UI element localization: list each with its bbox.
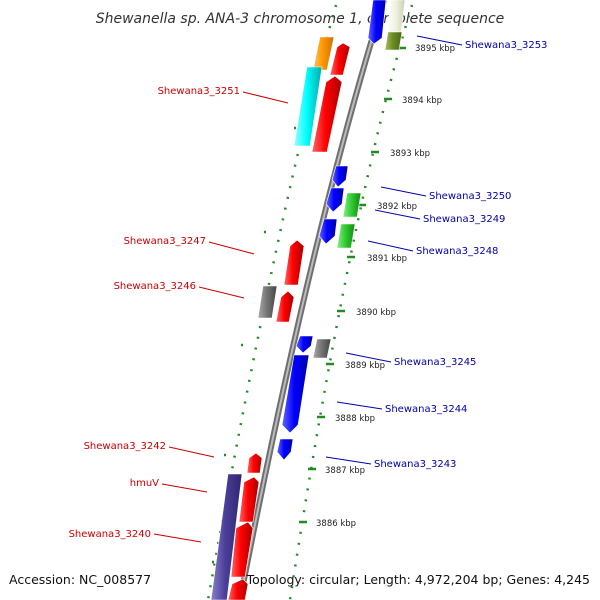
gene-label-shewana3-3246[interactable]: Shewana3_3246 xyxy=(114,281,196,292)
gene-blue-shewana3-3248 xyxy=(318,218,338,245)
tick-label: 3890 kbp xyxy=(356,308,396,318)
gene-orange xyxy=(312,36,335,71)
tick-label: 3892 kbp xyxy=(377,202,417,212)
outer-tick-track xyxy=(206,4,338,600)
gene-grey-shewana3-3245 xyxy=(312,338,332,359)
gene-pale-top xyxy=(386,0,406,33)
gene-red-bottom xyxy=(227,578,249,600)
tick-label: 3895 kbp xyxy=(415,44,455,54)
gene-olive-shewana3-3253 xyxy=(384,31,403,51)
gene-label-shewana3-3247[interactable]: Shewana3_3247 xyxy=(124,236,206,247)
gene-blue-shewana3-3243 xyxy=(276,438,294,461)
tick-label: 3891 kbp xyxy=(367,254,407,264)
tick-label: 3894 kbp xyxy=(402,96,442,106)
gene-blue-shewana3-3245 xyxy=(295,335,314,354)
gene-red-shewana3-3242 xyxy=(246,452,263,474)
reverse-leaders xyxy=(325,35,463,465)
gene-red-shewana3-3247 xyxy=(283,239,305,286)
gene-red-shewana3-3240 xyxy=(230,521,254,578)
gene-label-shewana3-3249[interactable]: Shewana3_3249 xyxy=(423,214,505,225)
gene-red-hmuv xyxy=(238,476,260,523)
reverse-labels: Shewana3_3253 Shewana3_3250 Shewana3_324… xyxy=(374,40,547,470)
topology-text: Topology: circular; Length: 4,972,204 bp… xyxy=(246,572,590,587)
gene-blue-shewana3-3249 xyxy=(325,187,345,213)
gene-red-shewana3-3246b xyxy=(275,290,295,323)
gene-label-shewana3-3251[interactable]: Shewana3_3251 xyxy=(158,86,240,97)
gene-navy-hmuv xyxy=(210,473,243,600)
gene-cyan-shewana3-3251 xyxy=(293,66,323,147)
gene-blue-shewana3-3244 xyxy=(281,354,310,434)
gene-blue-top xyxy=(367,0,387,45)
forward-leaders xyxy=(153,91,289,543)
forward-labels: Shewana3_3251 Shewana3_3247 Shewana3_324… xyxy=(69,86,240,540)
tick-label: 3893 kbp xyxy=(390,149,430,159)
forward-genes xyxy=(210,36,351,600)
tick-labels: 3895 kbp 3894 kbp 3893 kbp 3892 kbp 3891… xyxy=(316,44,455,529)
tick-label: 3887 kbp xyxy=(325,466,365,476)
gene-red-top xyxy=(329,42,351,76)
gene-label-shewana3-3240[interactable]: Shewana3_3240 xyxy=(69,529,151,540)
gene-red-long xyxy=(311,75,343,153)
tick-label: 3888 kbp xyxy=(335,414,375,424)
gene-label-hmuv[interactable]: hmuV xyxy=(130,478,159,489)
gene-green-shewana3-3249 xyxy=(342,192,362,218)
gene-label-shewana3-3244[interactable]: Shewana3_3244 xyxy=(385,404,467,415)
tick-label: 3886 kbp xyxy=(316,519,356,529)
gene-blue-shewana3-3250 xyxy=(331,165,349,188)
gene-label-shewana3-3243[interactable]: Shewana3_3243 xyxy=(374,459,456,470)
gene-grey-shewana3-3246 xyxy=(257,285,278,319)
outer-major-ticks xyxy=(212,126,296,564)
gene-label-shewana3-3242[interactable]: Shewana3_3242 xyxy=(84,441,166,452)
gene-green-shewana3-3248 xyxy=(336,223,356,249)
map-title: Shewanella sp. ANA-3 chromosome 1, compl… xyxy=(96,11,505,27)
accession-text: Accession: NC_008577 xyxy=(9,572,152,587)
gene-label-shewana3-3253[interactable]: Shewana3_3253 xyxy=(465,40,547,51)
gene-label-shewana3-3250[interactable]: Shewana3_3250 xyxy=(429,191,511,202)
tick-label: 3889 kbp xyxy=(345,361,385,371)
inner-major-ticks xyxy=(299,46,406,524)
gene-label-shewana3-3245[interactable]: Shewana3_3245 xyxy=(394,357,476,368)
gene-label-shewana3-3248[interactable]: Shewana3_3248 xyxy=(416,246,498,257)
reverse-genes xyxy=(276,0,406,461)
